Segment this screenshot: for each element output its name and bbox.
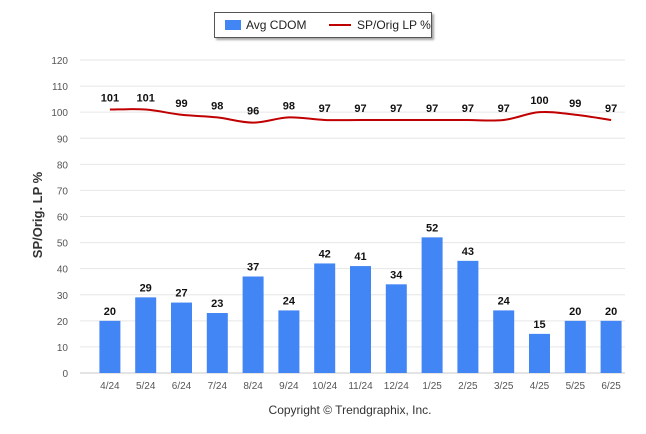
- bar-data-label: 52: [426, 222, 438, 234]
- y-tick-label: 70: [57, 186, 69, 197]
- y-tick-label: 20: [57, 317, 69, 328]
- x-tick-label: 6/24: [172, 381, 192, 392]
- line-data-label: 97: [498, 103, 510, 115]
- legend-line-sp-orig: [329, 24, 351, 26]
- y-tick-label: 110: [52, 82, 68, 93]
- bar: [385, 284, 407, 373]
- line-data-label: 96: [247, 106, 259, 118]
- y-tick-label: 50: [57, 239, 69, 250]
- line-data-label: 97: [426, 103, 438, 115]
- y-tick-label: 60: [57, 213, 69, 224]
- bar: [135, 297, 157, 373]
- x-tick-label: 4/25: [530, 381, 550, 392]
- legend-swatch-avg-cdom: [225, 20, 241, 30]
- line-data-labels: 101 101 99 98 96 98 97 97 97 97 97 97 100 99 97: [101, 93, 618, 118]
- x-tick-label: 6/25: [601, 381, 621, 392]
- line-data-label: 98: [211, 100, 223, 112]
- y-tick-label: 80: [57, 160, 69, 171]
- x-tick-label: 12/24: [384, 381, 409, 392]
- x-tick-label: 8/24: [243, 381, 263, 392]
- bar-data-label: 29: [140, 282, 152, 294]
- legend-label-avg-cdom: Avg CDOM: [246, 18, 307, 32]
- bar: [242, 276, 264, 373]
- bar: [421, 237, 443, 373]
- bar-data-label: 24: [498, 295, 511, 307]
- y-tick-label: 0: [62, 369, 68, 380]
- x-tick-label: 2/25: [458, 381, 478, 392]
- y-tick-label: 40: [57, 265, 69, 276]
- bar-data-label: 34: [390, 269, 403, 281]
- x-axis-ticks: 4/24 5/24 6/24 7/24 8/24 9/24 10/24 11/24 12/24 1…: [100, 381, 621, 392]
- bar-data-label: 20: [104, 306, 116, 318]
- bar-series: [99, 237, 622, 373]
- line-data-label: 97: [605, 103, 617, 115]
- y-tick-label: 90: [57, 134, 69, 145]
- bar-data-label: 20: [605, 306, 617, 318]
- x-tick-label: 9/24: [279, 381, 299, 392]
- bar-data-label: 27: [175, 288, 187, 300]
- line-data-label: 97: [462, 103, 474, 115]
- x-tick-label: 11/24: [348, 381, 373, 392]
- bar: [99, 320, 121, 373]
- bar-data-label: 23: [211, 298, 223, 310]
- bar: [314, 263, 336, 373]
- line-data-label: 97: [319, 103, 331, 115]
- y-axis-label: SP/Orig. LP %: [30, 171, 45, 258]
- line-data-label: 99: [175, 98, 187, 110]
- y-tick-label: 30: [57, 291, 69, 302]
- line-data-label: 98: [283, 100, 295, 112]
- bar: [493, 310, 515, 373]
- line-data-label: 101: [101, 93, 119, 105]
- copyright-text: Copyright © Trendgraphix, Inc.: [268, 403, 432, 417]
- bar: [564, 320, 586, 373]
- bar-data-labels: 20 29 27 23 37 24 42 41 34 52 43 24 15 20 20: [104, 222, 617, 331]
- bar-data-label: 37: [247, 261, 259, 273]
- bar-data-label: 20: [569, 306, 581, 318]
- bar: [350, 266, 371, 373]
- bar-data-label: 43: [462, 246, 474, 258]
- line-data-label: 97: [390, 103, 402, 115]
- bar: [206, 313, 228, 373]
- line-series: [109, 108, 612, 124]
- line-data-label: 100: [530, 95, 548, 107]
- series-line: [109, 108, 612, 124]
- bar-data-label: 15: [533, 319, 545, 331]
- line-data-label: 97: [354, 103, 366, 115]
- bar: [278, 310, 300, 373]
- bar-data-label: 41: [354, 251, 366, 263]
- y-tick-label: 10: [57, 343, 69, 354]
- x-tick-label: 5/25: [566, 381, 586, 392]
- legend: Avg CDOM SP/Orig LP %: [214, 12, 432, 38]
- bar: [457, 260, 479, 373]
- x-tick-label: 4/24: [100, 381, 120, 392]
- bar: [171, 302, 192, 373]
- bar-data-label: 42: [319, 248, 331, 260]
- line-data-label: 99: [569, 98, 581, 110]
- legend-label-sp-orig: SP/Orig LP %: [357, 18, 431, 32]
- x-tick-label: 5/24: [136, 381, 156, 392]
- y-axis-ticks: 0 10 20 30 40 50 60 70 80 90 100 110 120: [51, 56, 68, 380]
- bar: [529, 333, 550, 373]
- y-tick-label: 120: [51, 56, 68, 67]
- bar: [600, 320, 622, 373]
- x-tick-label: 1/25: [422, 381, 442, 392]
- y-tick-label: 100: [51, 108, 68, 119]
- x-tick-label: 10/24: [312, 381, 337, 392]
- line-data-label: 101: [137, 93, 155, 105]
- x-tick-label: 3/25: [494, 381, 514, 392]
- x-tick-label: 7/24: [208, 381, 228, 392]
- bar-data-label: 24: [283, 295, 296, 307]
